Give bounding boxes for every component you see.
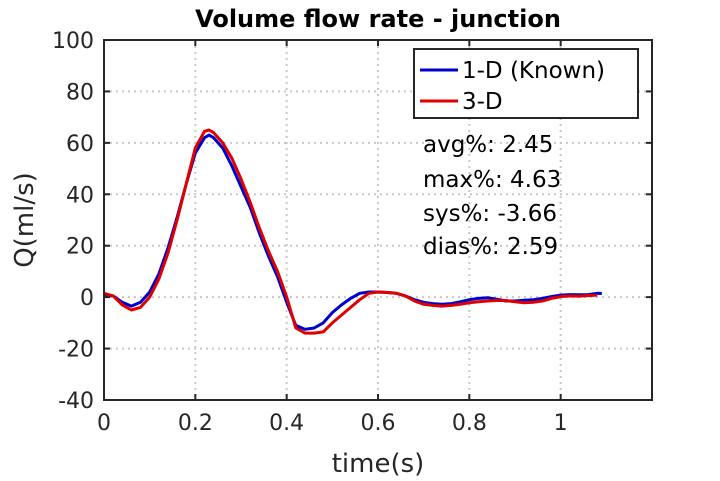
- annotation-dias: dias%: 2.59: [423, 234, 558, 260]
- y-tick-label: -40: [58, 389, 94, 414]
- x-axis-label: time(s): [332, 449, 425, 479]
- error-annotations: avg%: 2.45 max%: 4.63 sys%: -3.66 dias%:…: [423, 132, 561, 260]
- x-tick-label: 0.2: [178, 411, 213, 436]
- x-tick-label: 0.4: [269, 411, 304, 436]
- y-axis-label: Q(ml/s): [10, 172, 40, 268]
- series-lines: [103, 128, 602, 335]
- x-tick-label: 0.6: [361, 411, 396, 436]
- y-tick-label: 20: [66, 235, 94, 260]
- y-tick-label: 80: [66, 80, 94, 105]
- y-tick-label: -20: [58, 338, 94, 363]
- x-tick-label: 0.8: [452, 411, 487, 436]
- series-line-3d: [103, 128, 598, 335]
- chart-title: Volume flow rate - junction: [195, 5, 561, 33]
- x-tick-label: 0: [97, 411, 111, 436]
- legend: 1-D (Known) 3-D: [413, 48, 639, 119]
- axis-ticks: 0 0.2 0.4 0.6 0.8 1 -40 -20 0 20 40 60 80 100: [52, 29, 652, 436]
- annotation-avg: avg%: 2.45: [423, 132, 553, 158]
- x-tick-label: 1: [554, 411, 568, 436]
- y-tick-label: 100: [52, 29, 94, 54]
- annotation-max: max%: 4.63: [423, 167, 561, 193]
- legend-label-3d: 3-D: [462, 89, 503, 115]
- legend-box: [413, 48, 639, 119]
- annotation-sys: sys%: -3.66: [423, 201, 557, 227]
- y-tick-label: 60: [66, 132, 94, 157]
- y-tick-label: 40: [66, 183, 94, 208]
- y-tick-label: 0: [80, 286, 94, 311]
- legend-label-1d: 1-D (Known): [462, 58, 605, 84]
